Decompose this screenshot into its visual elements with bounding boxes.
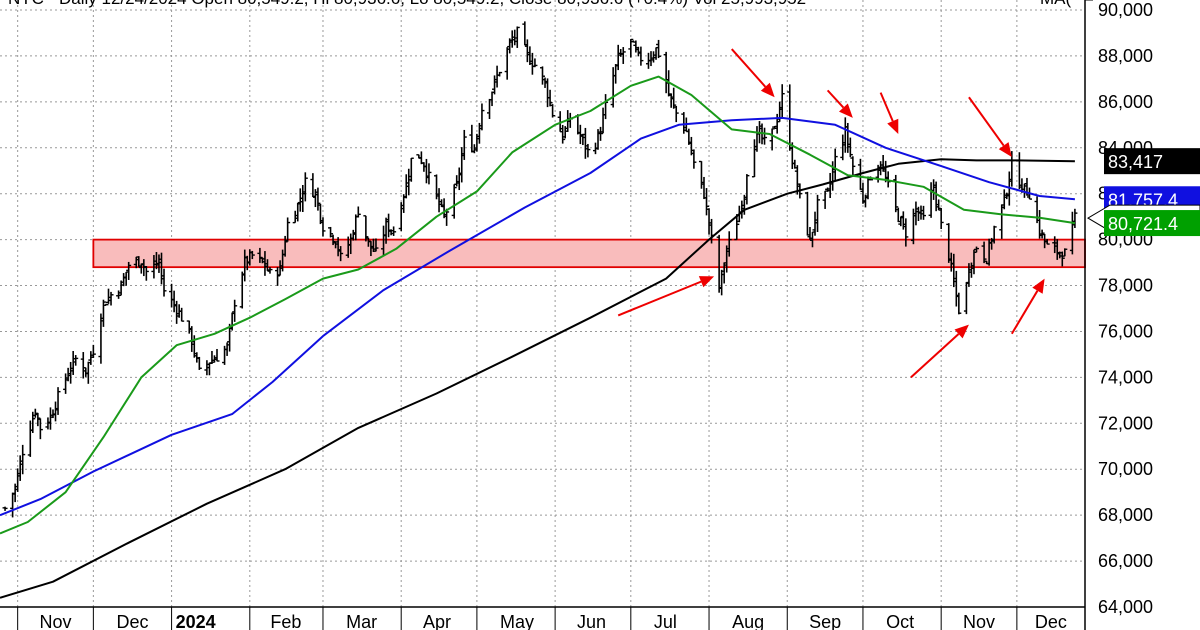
x-tick-label: Oct (886, 612, 914, 630)
support-zone (92, 238, 1086, 269)
annotation-arrow-head (954, 324, 969, 339)
annotation-arrow (968, 96, 1005, 147)
y-tick-label: 90,000 (1098, 0, 1153, 20)
x-tick-label: Nov (40, 612, 72, 630)
y-tick-label: 68,000 (1098, 505, 1153, 525)
price-badge (1104, 210, 1200, 237)
annotation-arrow (1010, 290, 1039, 335)
annotation-arrow-head (760, 82, 775, 98)
price-badge-label: 83,417 (1108, 152, 1163, 172)
x-tick-label: Mar (346, 612, 377, 630)
x-tick-label: Nov (963, 612, 995, 630)
moving-averages-layer (0, 75, 1076, 599)
x-tick-label: Aug (732, 612, 764, 630)
support-zone-layer (92, 238, 1086, 269)
y-tick-label: 88,000 (1098, 46, 1153, 66)
ma-green-line (0, 75, 1076, 535)
x-tick-label: 2024 (176, 612, 216, 630)
axis-layer: 90,00088,00086,00084,00082,00080,00078,0… (0, 0, 1153, 630)
annotation-arrow-head (838, 103, 853, 118)
x-tick-label: Dec (1035, 612, 1067, 630)
header-layer: NYC - Daily 12/24/2024 Open 80,549.2, Hi… (8, 0, 1072, 8)
arrow-annotations-layer (617, 48, 1045, 379)
y-tick-label: 76,000 (1098, 321, 1153, 341)
annotation-arrow-head (887, 118, 899, 134)
x-tick-label: Apr (423, 612, 451, 630)
x-tick-label: Feb (270, 612, 301, 630)
price-bars-layer (2, 21, 1078, 518)
y-tick-label: 70,000 (1098, 459, 1153, 479)
annotation-arrow (879, 92, 894, 122)
annotation-arrow (826, 89, 845, 109)
annotation-arrow-head (698, 276, 715, 288)
x-tick-label: Sep (809, 612, 841, 630)
annotation-arrow (617, 280, 702, 317)
annotation-arrow (910, 333, 960, 379)
price-badge (1104, 148, 1200, 175)
y-tick-label: 72,000 (1098, 413, 1153, 433)
y-tick-label: 86,000 (1098, 92, 1153, 112)
x-tick-label: Jun (577, 612, 606, 630)
annotation-arrow-head (998, 142, 1012, 157)
annotation-arrow (730, 48, 767, 88)
y-tick-label: 78,000 (1098, 276, 1153, 296)
ma-blue-line (0, 116, 1075, 517)
chart-header-ma: MA( (1040, 0, 1072, 8)
chart-header: NYC - Daily 12/24/2024 Open 80,549.2, Hi… (8, 0, 806, 8)
x-tick-label: May (500, 612, 534, 630)
x-tick-label: Dec (116, 612, 148, 630)
price-badge-label: 80,721.4 (1108, 214, 1178, 234)
y-tick-label: 64,000 (1098, 597, 1153, 617)
annotation-arrow-head (1032, 278, 1045, 294)
y-tick-label: 66,000 (1098, 551, 1153, 571)
x-tick-label: Jul (654, 612, 677, 630)
y-tick-label: 74,000 (1098, 367, 1153, 387)
ma-black-line (0, 158, 1075, 599)
grid-lines (0, 0, 1085, 608)
